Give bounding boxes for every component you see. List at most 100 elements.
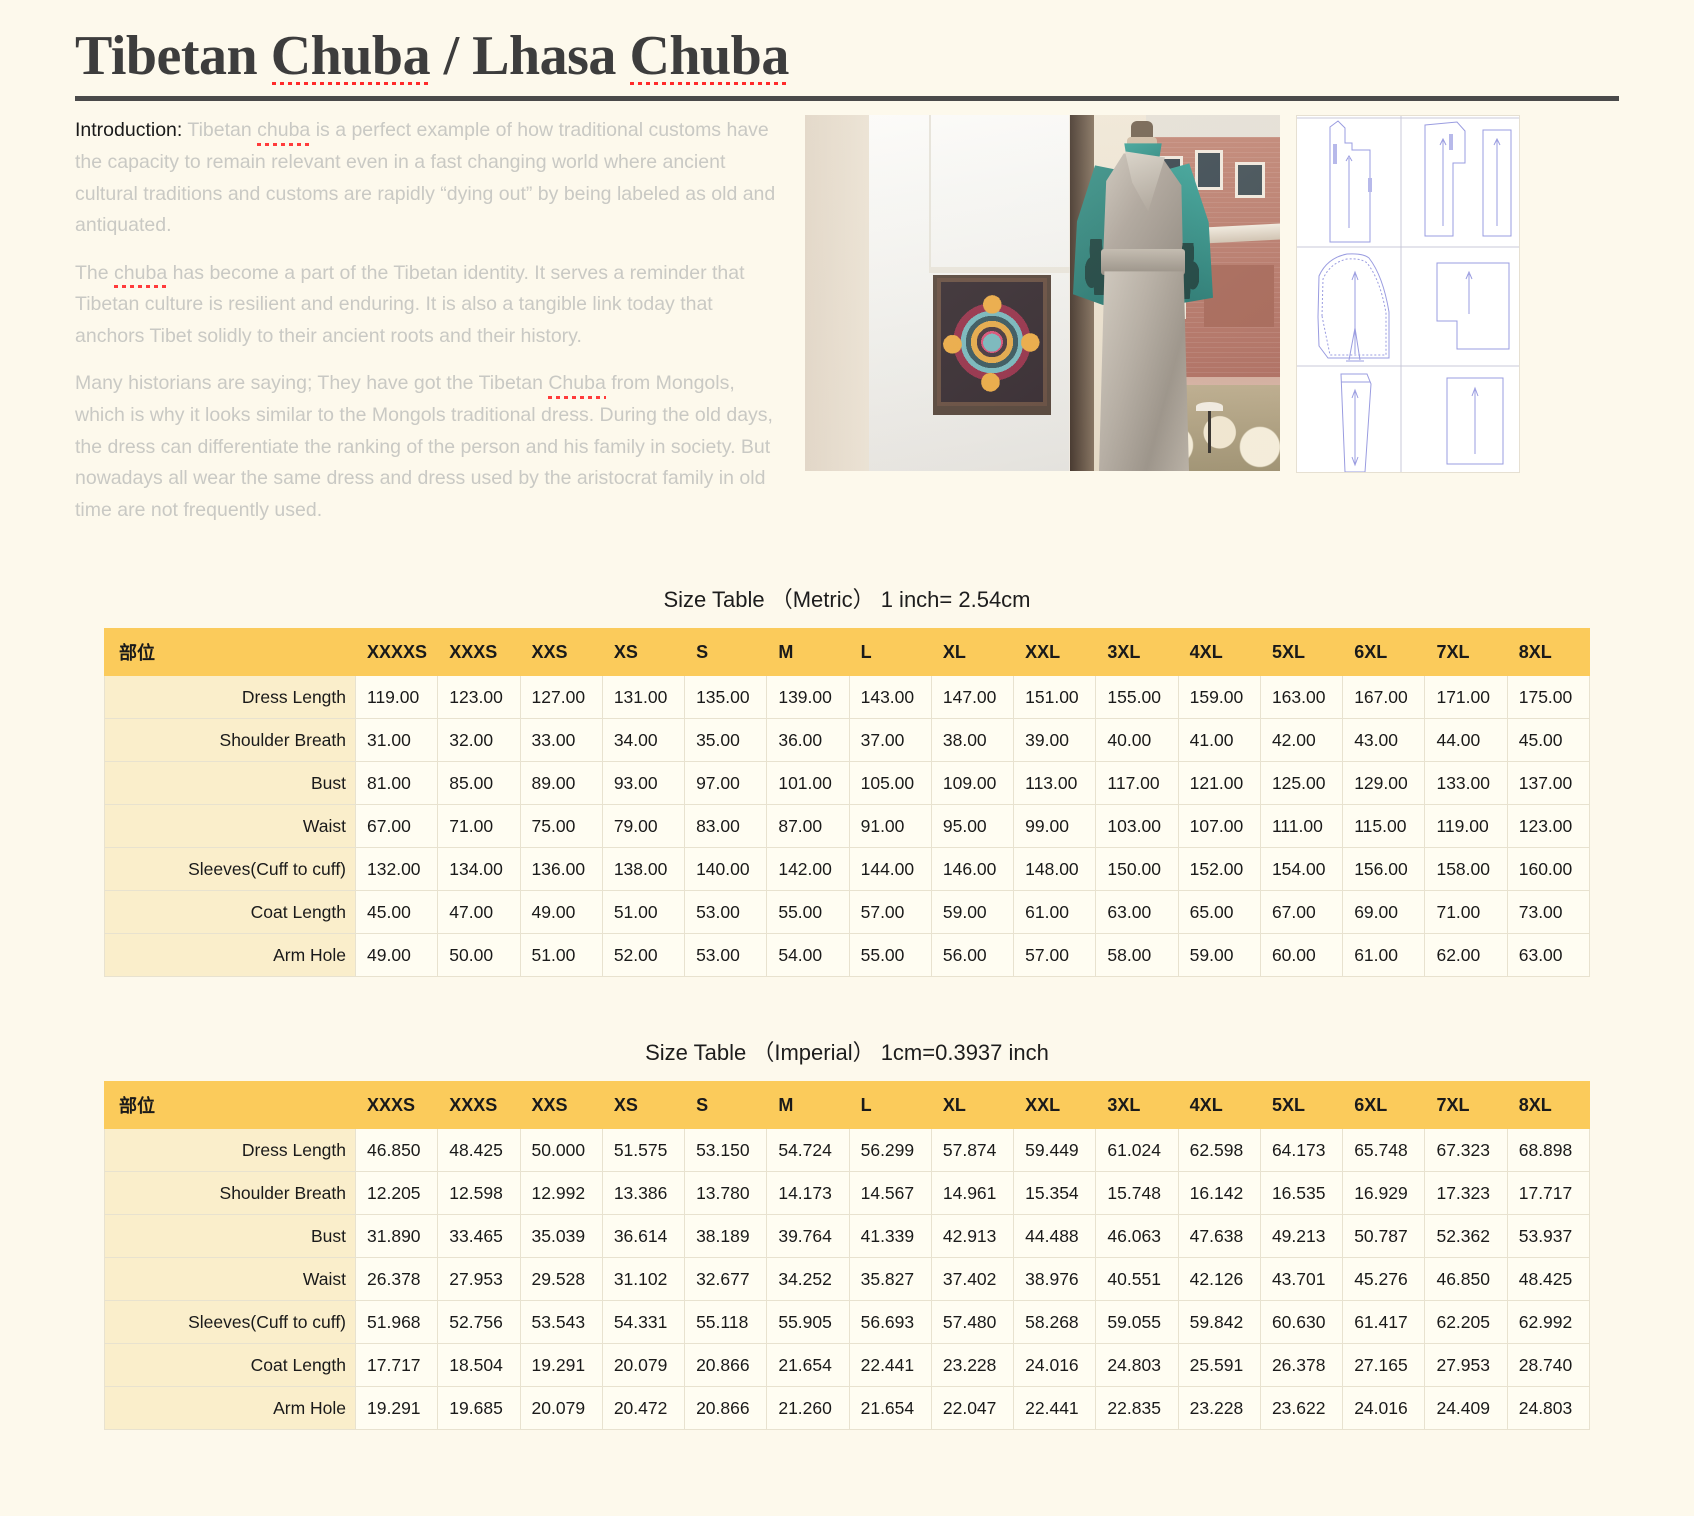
table-row: Shoulder Breath 31.00 32.00 33.00 34.00 35.00… [103, 718, 1591, 763]
imperial-table-caption: Size Table （Imperial） 1cm=0.3937 inch [645, 1040, 1049, 1066]
metric-cell-5-1: 47.00 [437, 890, 521, 935]
metric-cell-5-2: 49.00 [519, 890, 603, 935]
metric-cell-0-9: 155.00 [1095, 675, 1179, 720]
table-row: Coat Length 45.00 47.00 49.00 51.00 53.00 55.0… [103, 890, 1591, 935]
metric-cell-3-10: 107.00 [1177, 804, 1261, 849]
imperial-cell-6-2: 20.079 [519, 1386, 603, 1431]
metric-size-header-11: 5XL [1259, 628, 1344, 677]
metric-cell-3-11: 111.00 [1259, 804, 1344, 849]
imperial-cell-0-12: 65.748 [1342, 1128, 1426, 1173]
imperial-cell-6-5: 21.260 [766, 1386, 850, 1431]
metric-cell-1-6: 37.00 [848, 718, 932, 763]
imperial-cell-2-2: 35.039 [519, 1214, 603, 1259]
metric-cell-2-14: 137.00 [1506, 761, 1591, 806]
metric-cell-6-4: 53.00 [684, 933, 768, 978]
photo-wall-left [805, 115, 872, 472]
imperial-size-header-4: S [684, 1081, 768, 1130]
imperial-cell-2-14: 53.937 [1506, 1214, 1591, 1259]
chuba-sash [1101, 249, 1185, 276]
imperial-cell-3-4: 32.677 [684, 1257, 768, 1302]
imperial-cell-3-13: 46.850 [1424, 1257, 1508, 1302]
imperial-size-header-9: 3XL [1095, 1081, 1179, 1130]
imperial-row-label-5: Coat Length [103, 1343, 357, 1388]
imperial-cell-1-14: 17.717 [1506, 1171, 1591, 1216]
spellcheck-word-chuba-3: Chuba [548, 368, 607, 400]
imperial-table-body: Dress Length 46.850 48.425 50.000 51.575 53.1… [103, 1128, 1591, 1431]
metric-cell-4-11: 154.00 [1259, 847, 1344, 892]
imperial-cell-6-11: 23.622 [1259, 1386, 1344, 1431]
metric-cell-6-3: 52.00 [601, 933, 686, 978]
metric-cell-4-5: 142.00 [766, 847, 850, 892]
imperial-cell-5-0: 17.717 [355, 1343, 439, 1388]
table-row: Arm Hole 49.00 50.00 51.00 52.00 53.00 54.00 55… [103, 933, 1591, 978]
imperial-cell-0-10: 62.598 [1177, 1128, 1261, 1173]
imperial-cell-4-8: 58.268 [1013, 1300, 1097, 1345]
metric-cell-4-10: 152.00 [1177, 847, 1261, 892]
imperial-cell-2-13: 52.362 [1424, 1214, 1508, 1259]
imperial-cell-5-9: 24.803 [1095, 1343, 1179, 1388]
metric-table-caption: Size Table （Metric） 1 inch= 2.54cm [663, 587, 1031, 613]
photo-street-lamp [1196, 402, 1223, 454]
metric-cell-6-0: 49.00 [355, 933, 439, 978]
imperial-size-header-10: 4XL [1177, 1081, 1261, 1130]
intro-p1-part-a: Tibetan [182, 119, 258, 142]
metric-cell-3-0: 67.00 [355, 804, 439, 849]
imperial-cell-5-14: 28.740 [1506, 1343, 1591, 1388]
metric-cell-6-12: 61.00 [1342, 933, 1426, 978]
intro-paragraph-2: The chuba has become a part of the Tibet… [75, 258, 785, 353]
metric-cell-6-1: 50.00 [437, 933, 521, 978]
imperial-cell-5-13: 27.953 [1424, 1343, 1508, 1388]
imperial-cell-3-3: 31.102 [601, 1257, 686, 1302]
metric-size-header-9: 3XL [1095, 628, 1179, 677]
metric-cell-0-2: 127.00 [519, 675, 603, 720]
metric-cell-0-3: 131.00 [601, 675, 686, 720]
metric-cell-4-9: 150.00 [1095, 847, 1179, 892]
metric-size-header-0: XXXXS [355, 628, 439, 677]
imperial-cell-3-0: 26.378 [355, 1257, 439, 1302]
imperial-cell-6-6: 21.654 [848, 1386, 932, 1431]
metric-size-header-6: L [848, 628, 932, 677]
imperial-cell-3-6: 35.827 [848, 1257, 932, 1302]
metric-cell-6-2: 51.00 [519, 933, 603, 978]
metric-cell-0-4: 135.00 [684, 675, 768, 720]
table-row: Bust 81.00 85.00 89.00 93.00 97.00 101.00 105.0… [103, 761, 1591, 806]
intro-p3-part-b: from Mongols, which is why it looks simi… [75, 372, 773, 521]
table-row: Arm Hole 19.291 19.685 20.079 20.472 20.866 21… [103, 1386, 1591, 1431]
title-segment-0: Tibetan [75, 25, 271, 87]
imperial-cell-2-5: 39.764 [766, 1214, 850, 1259]
imperial-cell-1-5: 14.173 [766, 1171, 850, 1216]
metric-cell-2-12: 129.00 [1342, 761, 1426, 806]
metric-cell-2-11: 125.00 [1259, 761, 1344, 806]
imperial-cell-0-9: 61.024 [1095, 1128, 1179, 1173]
intro-paragraph-3: Many historians are saying; They have go… [75, 368, 785, 526]
imperial-corner-header: 部位 [103, 1081, 357, 1130]
metric-table-body: Dress Length 119.00 123.00 127.00 131.00 135.… [103, 675, 1591, 978]
metric-header-row: 部位 XXXXS XXXS XXS XS S M L XL XXL 3XL 4XL 5XL 6XL 7XL 8… [103, 628, 1591, 677]
imperial-cell-4-7: 57.480 [930, 1300, 1015, 1345]
imperial-cell-0-0: 46.850 [355, 1128, 439, 1173]
title-spellcheck-word-3: Chuba [629, 25, 789, 87]
imperial-cell-6-0: 19.291 [355, 1386, 439, 1431]
imperial-cell-6-10: 23.228 [1177, 1386, 1261, 1431]
metric-cell-3-14: 123.00 [1506, 804, 1591, 849]
metric-row-label-0: Dress Length [103, 675, 357, 720]
metric-cell-5-7: 59.00 [930, 890, 1015, 935]
spellcheck-word-chuba-1: chuba [257, 115, 311, 147]
table-row: Waist 67.00 71.00 75.00 79.00 83.00 87.00 91.00… [103, 804, 1591, 849]
metric-cell-2-2: 89.00 [519, 761, 603, 806]
imperial-cell-0-5: 54.724 [766, 1128, 850, 1173]
metric-cell-6-7: 56.00 [930, 933, 1015, 978]
metric-cell-5-12: 69.00 [1342, 890, 1426, 935]
imperial-cell-0-1: 48.425 [437, 1128, 521, 1173]
imperial-cell-5-1: 18.504 [437, 1343, 521, 1388]
metric-cell-6-13: 62.00 [1424, 933, 1508, 978]
metric-table-section: Size Table （Metric） 1 inch= 2.54cm 部位 XXX… [40, 582, 1654, 978]
imperial-cell-0-3: 51.575 [601, 1128, 686, 1173]
imperial-cell-1-0: 12.205 [355, 1171, 439, 1216]
metric-size-header-8: XXL [1013, 628, 1097, 677]
imperial-cell-1-4: 13.780 [684, 1171, 768, 1216]
metric-cell-1-4: 35.00 [684, 718, 768, 763]
imperial-cell-2-9: 46.063 [1095, 1214, 1179, 1259]
imperial-cell-2-8: 44.488 [1013, 1214, 1097, 1259]
imperial-cell-1-1: 12.598 [437, 1171, 521, 1216]
